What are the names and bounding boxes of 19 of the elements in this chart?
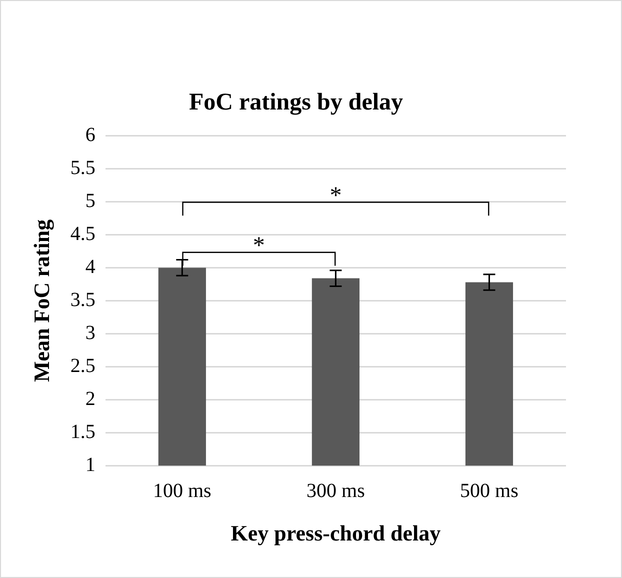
y-tick-label: 4.5 [70,222,96,245]
y-tick-label: 4 [85,256,96,278]
y-tick-label: 2.5 [70,354,96,377]
y-tick-label: 1.5 [70,420,96,443]
annotation: * [252,232,265,259]
y-axis-title: Mean FoC rating [28,219,54,382]
chart-title: FoC ratings by delay [188,90,404,116]
y-tick-label: 6 [85,124,96,146]
annotation: * [330,182,342,209]
x-tick-label: 100 ms [152,480,212,502]
y-tick-label: 5.5 [70,157,96,180]
x-axis-title: Key press-chord delay [230,520,441,546]
y-tick-label: 5 [85,190,96,212]
x-tick-label: 500 ms [460,480,519,502]
y-tick-label: 1 [85,454,96,476]
y-tick-label: 3.5 [70,288,96,311]
y-tick-label: 3 [85,322,96,344]
y-tick-label: 2 [85,388,96,410]
x-tick-label: 300 ms [306,480,366,502]
